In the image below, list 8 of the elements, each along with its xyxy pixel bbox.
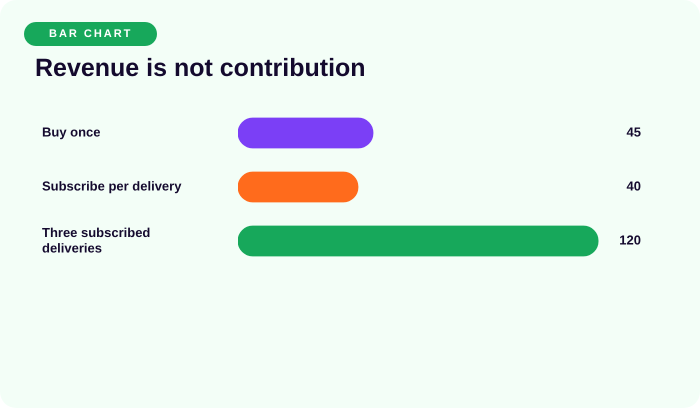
data-label: 120 [619,232,641,248]
data-label: 45 [626,124,641,140]
chart-title: Revenue is not contribution [35,54,366,83]
y-tick-label: Three subscribed deliveries [42,224,150,256]
data-label: 40 [626,178,641,194]
text: BAR CHART [24,22,158,46]
y-tick-label: Subscribe per delivery [42,178,182,194]
y-tick-label: Buy once [42,124,101,140]
